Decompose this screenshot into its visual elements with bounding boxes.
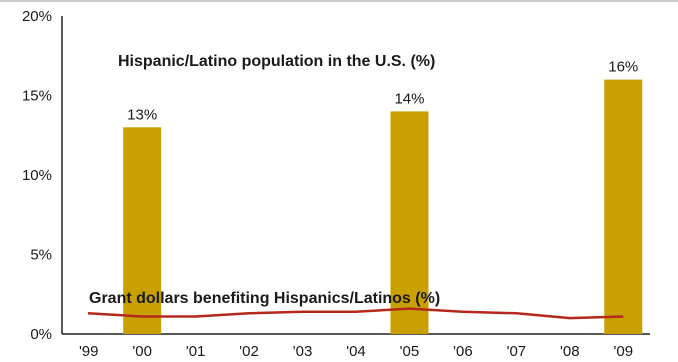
line-series [87, 307, 624, 320]
y-tick-label: 10% [22, 167, 52, 184]
y-tick-label: 5% [30, 247, 52, 264]
y-tick-label: 20% [22, 8, 52, 25]
bar-value-label: 16% [608, 59, 638, 76]
x-tick-label: '99 [79, 343, 99, 360]
bar [604, 79, 643, 334]
bar-series-label: Hispanic/Latino population in the U.S. (… [118, 53, 435, 70]
grant-dollars-line [87, 307, 624, 320]
x-tick-label: '02 [239, 343, 259, 360]
x-tick-label: '00 [132, 343, 152, 360]
line-series-label: Grant dollars benefiting Hispanics/Latin… [89, 290, 440, 307]
x-tick-label: '09 [613, 343, 633, 360]
x-tick-label: '07 [507, 343, 527, 360]
bar-series [123, 79, 643, 335]
x-tick-label: '05 [400, 343, 420, 360]
bar [390, 111, 429, 335]
x-axis: '99 '00 '01 '02 '03 '04 '05 '06 '07 '08 '09 [62, 333, 650, 360]
bar-value-label: 14% [394, 90, 424, 107]
x-tick-label: '03 [293, 343, 313, 360]
x-tick-label: '06 [453, 343, 473, 360]
y-axis: 0% 5% 10% 15% 20% [22, 8, 63, 343]
x-tick-label: '01 [186, 343, 206, 360]
bar-data-labels: 13% 14% 16% [127, 59, 638, 124]
y-tick-label: 0% [30, 326, 52, 343]
x-tick-label: '04 [346, 343, 366, 360]
y-tick-label: 15% [22, 88, 52, 105]
bar-value-label: 13% [127, 106, 157, 123]
bar [123, 127, 162, 334]
x-tick-label: '08 [560, 343, 580, 360]
